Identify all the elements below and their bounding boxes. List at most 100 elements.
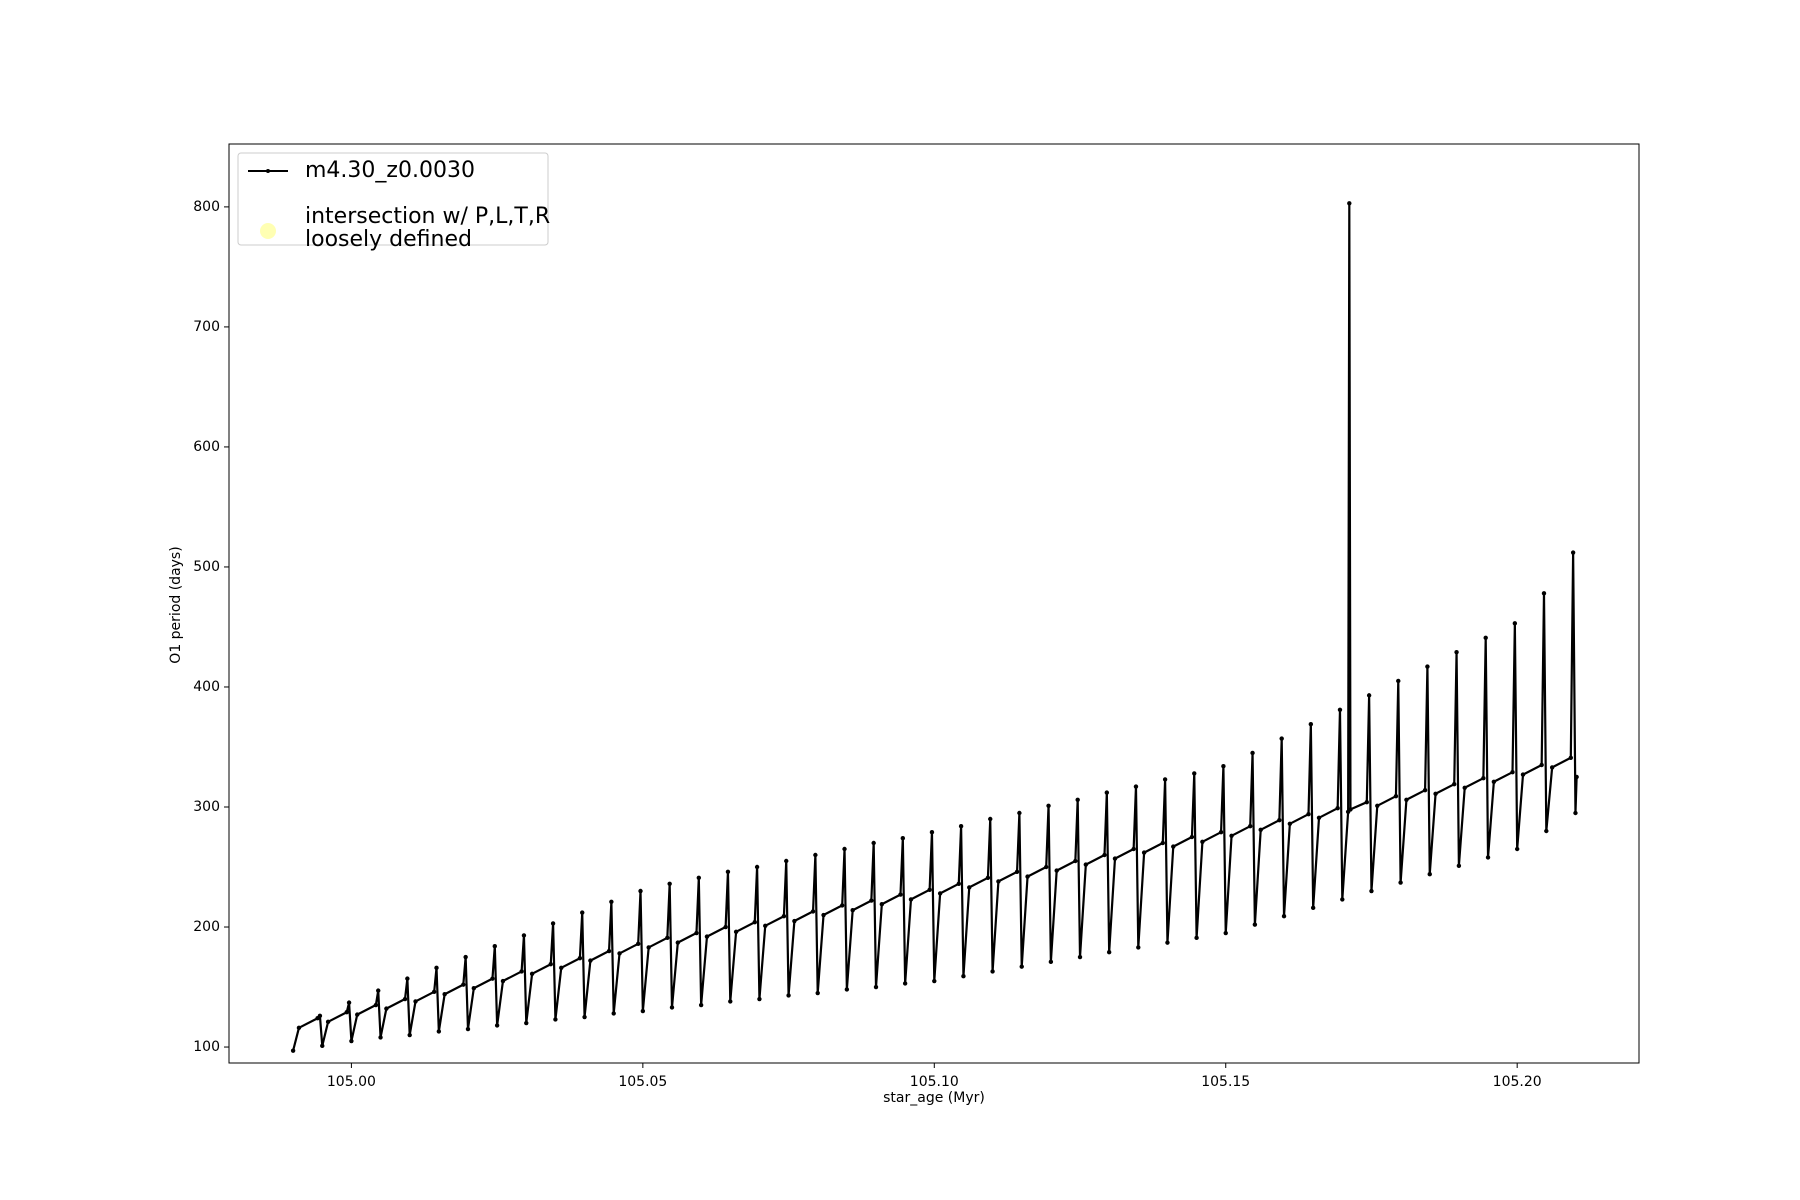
- data-point: [1570, 550, 1576, 555]
- data-point: [461, 982, 466, 987]
- data-point: [1427, 872, 1432, 877]
- data-point: [1104, 790, 1110, 795]
- data-point: [1510, 769, 1515, 775]
- data-point: [529, 971, 535, 977]
- data-point: [1485, 855, 1491, 860]
- data-point: [646, 945, 651, 950]
- data-point: [442, 992, 447, 997]
- data-point: [850, 908, 855, 913]
- data-point: [1250, 750, 1255, 756]
- data-point: [550, 921, 556, 926]
- data-point: [1544, 828, 1549, 834]
- data-point: [728, 999, 733, 1004]
- data-point: [465, 1026, 471, 1032]
- data-point: [898, 892, 903, 897]
- data-point: [1316, 815, 1322, 820]
- data-point: [290, 1048, 296, 1053]
- y-tick-label: 400: [193, 679, 220, 695]
- data-point: [1218, 829, 1224, 835]
- data-point: [990, 969, 995, 974]
- y-tick-label: 800: [193, 199, 220, 215]
- data-point: [1452, 781, 1457, 787]
- y-axis-label: O1 period (days): [168, 546, 184, 663]
- data-point: [1491, 779, 1497, 784]
- data-point: [1398, 880, 1403, 885]
- data-point: [355, 1012, 360, 1017]
- data-point: [839, 903, 845, 908]
- x-axis-label: star_age (Myr): [883, 1090, 985, 1106]
- data-point: [1083, 862, 1089, 867]
- data-point: [961, 974, 966, 979]
- data-point: [1462, 785, 1467, 790]
- legend-marker: [260, 223, 276, 239]
- data-point: [1454, 649, 1459, 655]
- data-point: [373, 1002, 379, 1008]
- data-point: [1433, 791, 1438, 796]
- data-point: [723, 924, 728, 930]
- data-point: [1287, 821, 1293, 826]
- data-point: [956, 881, 961, 887]
- data-point: [519, 969, 524, 974]
- data-point: [1131, 846, 1136, 852]
- data-point: [1281, 914, 1287, 919]
- data-point: [1162, 777, 1168, 782]
- data-point: [638, 888, 643, 894]
- data-point: [842, 846, 847, 852]
- data-point: [784, 858, 789, 864]
- data-point: [1369, 888, 1374, 894]
- data-point: [346, 1000, 352, 1005]
- data-point: [810, 909, 816, 914]
- data-point: [384, 1006, 389, 1011]
- data-point: [1568, 755, 1574, 760]
- data-point: [1277, 817, 1282, 823]
- data-point: [1160, 840, 1165, 846]
- data-point: [1046, 803, 1051, 808]
- data-point: [577, 956, 583, 961]
- data-point: [929, 829, 935, 835]
- data-point: [927, 887, 932, 893]
- data-point: [434, 965, 439, 971]
- data-point: [873, 984, 879, 990]
- data-point: [1404, 797, 1409, 802]
- data-point: [821, 912, 826, 918]
- data-point: [1279, 736, 1284, 741]
- data-point: [932, 978, 937, 984]
- x-tick-label: 105.05: [618, 1074, 667, 1090]
- data-point: [1306, 811, 1311, 817]
- data-point: [1574, 774, 1579, 780]
- data-point: [580, 910, 585, 915]
- legend-marker: [266, 169, 270, 173]
- data-point: [1248, 823, 1253, 829]
- y-tick-label: 600: [193, 439, 220, 455]
- data-point: [1520, 772, 1526, 777]
- data-point: [1481, 775, 1486, 781]
- data-point: [1073, 858, 1078, 864]
- data-point: [463, 954, 468, 960]
- data-point: [1347, 201, 1352, 206]
- data-point: [786, 993, 791, 998]
- data-point: [1192, 771, 1197, 776]
- data-point: [317, 1013, 323, 1019]
- data-point: [407, 1032, 412, 1038]
- data-point: [844, 987, 850, 992]
- data-point: [1348, 807, 1353, 812]
- data-point: [548, 962, 553, 967]
- data-point: [1223, 930, 1228, 936]
- data-point: [635, 941, 641, 947]
- data-point: [296, 1025, 302, 1031]
- data-point: [376, 988, 381, 993]
- data-point: [1112, 856, 1118, 861]
- series: [290, 201, 1579, 1053]
- data-point: [988, 816, 993, 822]
- data-point: [431, 989, 437, 995]
- data-point: [1054, 868, 1059, 873]
- data-point: [1425, 664, 1430, 669]
- data-point: [609, 899, 614, 905]
- data-point: [559, 965, 564, 971]
- data-point: [402, 996, 408, 1002]
- data-point: [1025, 874, 1030, 879]
- data-point: [500, 978, 506, 984]
- x-tick-label: 105.20: [1493, 1074, 1542, 1090]
- data-point: [669, 1005, 675, 1010]
- data-point: [754, 864, 760, 870]
